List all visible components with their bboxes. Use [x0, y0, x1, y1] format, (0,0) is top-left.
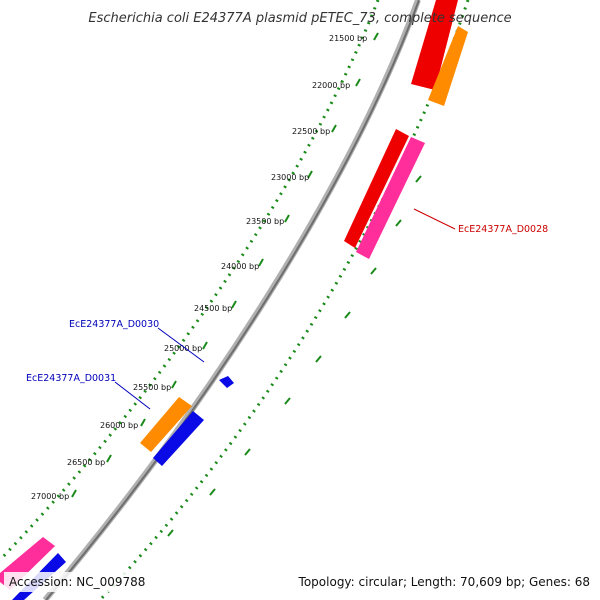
ruler-label: 22500 bp	[292, 127, 330, 136]
footer-accession-bg	[4, 572, 152, 592]
outer-ruler	[98, 0, 470, 600]
summary-text: Topology: circular; Length: 70,609 bp; G…	[298, 575, 590, 589]
accession-text: Accession: NC_009788	[9, 575, 145, 589]
gene-features	[0, 0, 468, 600]
gene-feature-red-top	[411, 0, 458, 90]
outer-ruler-ticks	[167, 41, 458, 537]
ruler-label: 24000 bp	[221, 262, 259, 271]
gene-feature-red-D0028	[344, 129, 409, 248]
inner-ruler	[0, 0, 380, 562]
inner-ruler-ticks	[71, 32, 379, 498]
leader-d0031	[114, 381, 151, 410]
footer-summary-bg	[296, 572, 596, 592]
ruler-label: 27000 bp	[31, 492, 69, 501]
plasmid-backbone-shadow	[45, 0, 420, 600]
gene-label-d0030[interactable]: EcE24377A_D0030	[69, 319, 159, 330]
ruler-label: 25500 bp	[133, 383, 171, 392]
ruler-label: 26500 bp	[67, 458, 105, 467]
gene-feature-blue-D0030	[219, 376, 234, 388]
ruler-label: 25000 bp	[164, 344, 202, 353]
ruler-label: 22000 bp	[312, 81, 350, 90]
ruler-label: 24500 bp	[194, 304, 232, 313]
leader-d0028	[413, 208, 456, 230]
ruler-label: 21500 bp	[329, 34, 367, 43]
gene-feature-orange-top	[428, 26, 468, 106]
ruler-label: 23000 bp	[271, 173, 309, 182]
gene-label-d0031[interactable]: EcE24377A_D0031	[26, 373, 116, 384]
ruler-label: 23500 bp	[246, 217, 284, 226]
ruler-label: 26000 bp	[100, 421, 138, 430]
ruler-labels: 21500 bp 22000 bp 22500 bp 23000 bp 2350…	[31, 34, 367, 501]
gene-label-leaders	[114, 208, 456, 410]
plasmid-backbone	[42, 0, 421, 600]
gene-label-d0028[interactable]: EcE24377A_D0028	[458, 224, 548, 235]
leader-d0030	[157, 327, 205, 363]
map-title: Escherichia coli E24377A plasmid pETEC_7…	[88, 11, 511, 26]
gene-feature-orange-D0031	[140, 397, 192, 452]
gene-feature-blue-D0031	[153, 411, 204, 466]
gene-feature-pink-D0028	[356, 137, 425, 259]
